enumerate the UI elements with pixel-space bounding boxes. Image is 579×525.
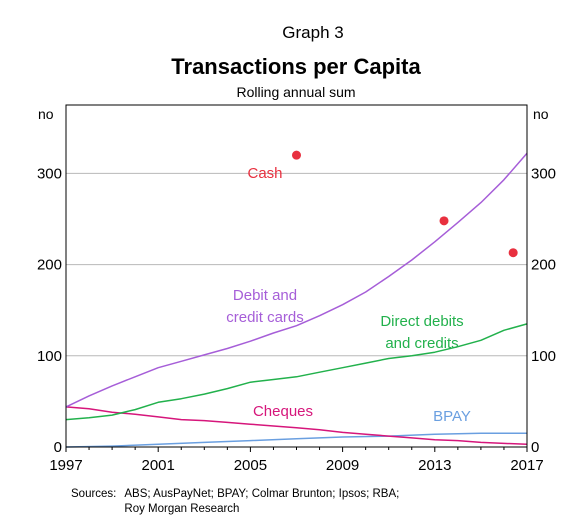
cheques-label-0: Cheques <box>253 403 313 420</box>
y-tick-label-right-0: 0 <box>531 439 539 456</box>
y-tick-label-left-100: 100 <box>37 348 62 365</box>
direct-debits-and-credits-label-0: Direct debits <box>380 313 463 330</box>
cash-label-0: Cash <box>247 165 282 182</box>
series-labels: Debit and credit cards Direct debits and cr… <box>226 165 471 425</box>
gridlines <box>66 172 527 357</box>
y-tick-label-left-200: 200 <box>37 257 62 274</box>
cash-point-0 <box>292 150 301 160</box>
y-tick-label-right-200: 200 <box>531 257 556 274</box>
debit-and-credit-cards-label-0: Debit and <box>233 287 297 304</box>
debit-and-credit-cards-line <box>65 152 528 408</box>
y-unit-right: no <box>533 106 549 122</box>
x-tick-label-2013: 2013 <box>418 457 451 474</box>
direct-debits-and-credits-label-1: and credits <box>385 335 458 352</box>
bpay-line <box>65 432 527 448</box>
cash-point-1 <box>439 216 449 226</box>
sources-note: Sources: ABS; AusPayNet; BPAY; Colmar Br… <box>71 487 399 517</box>
axis-ticks: 0 0 100 100 200 200 300 300 1997 2001 2005 2009 2013… <box>37 165 556 474</box>
bpay-label-0: BPAY <box>433 408 471 425</box>
y-tick-label-left-300: 300 <box>37 165 62 182</box>
plot-series <box>65 150 528 448</box>
x-tick-label-2001: 2001 <box>142 457 175 474</box>
direct-debits-and-credits-line <box>65 323 528 421</box>
x-tick-label-2009: 2009 <box>326 457 359 474</box>
x-tick-label-2017: 2017 <box>510 457 543 474</box>
cheques-line <box>65 406 528 446</box>
debit-and-credit-cards-label-1: credit cards <box>226 309 304 326</box>
y-tick-label-right-100: 100 <box>531 348 556 365</box>
sources-line-2: Roy Morgan Research <box>124 503 240 515</box>
graph-label: Graph 3 <box>282 23 343 42</box>
x-tick-label-2005: 2005 <box>234 457 267 474</box>
cash-point-2 <box>508 248 518 258</box>
chart-title: Transactions per Capita <box>171 54 421 79</box>
y-tick-label-left-0: 0 <box>54 439 62 456</box>
sources-label: Sources: <box>71 488 117 500</box>
y-unit-left: no <box>38 106 54 122</box>
y-tick-label-right-300: 300 <box>531 165 556 182</box>
x-tick-label-1997: 1997 <box>49 457 82 474</box>
chart-subtitle: Rolling annual sum <box>236 84 355 100</box>
sources-line-1: ABS; AusPayNet; BPAY; Colmar Brunton; Ip… <box>124 488 400 500</box>
